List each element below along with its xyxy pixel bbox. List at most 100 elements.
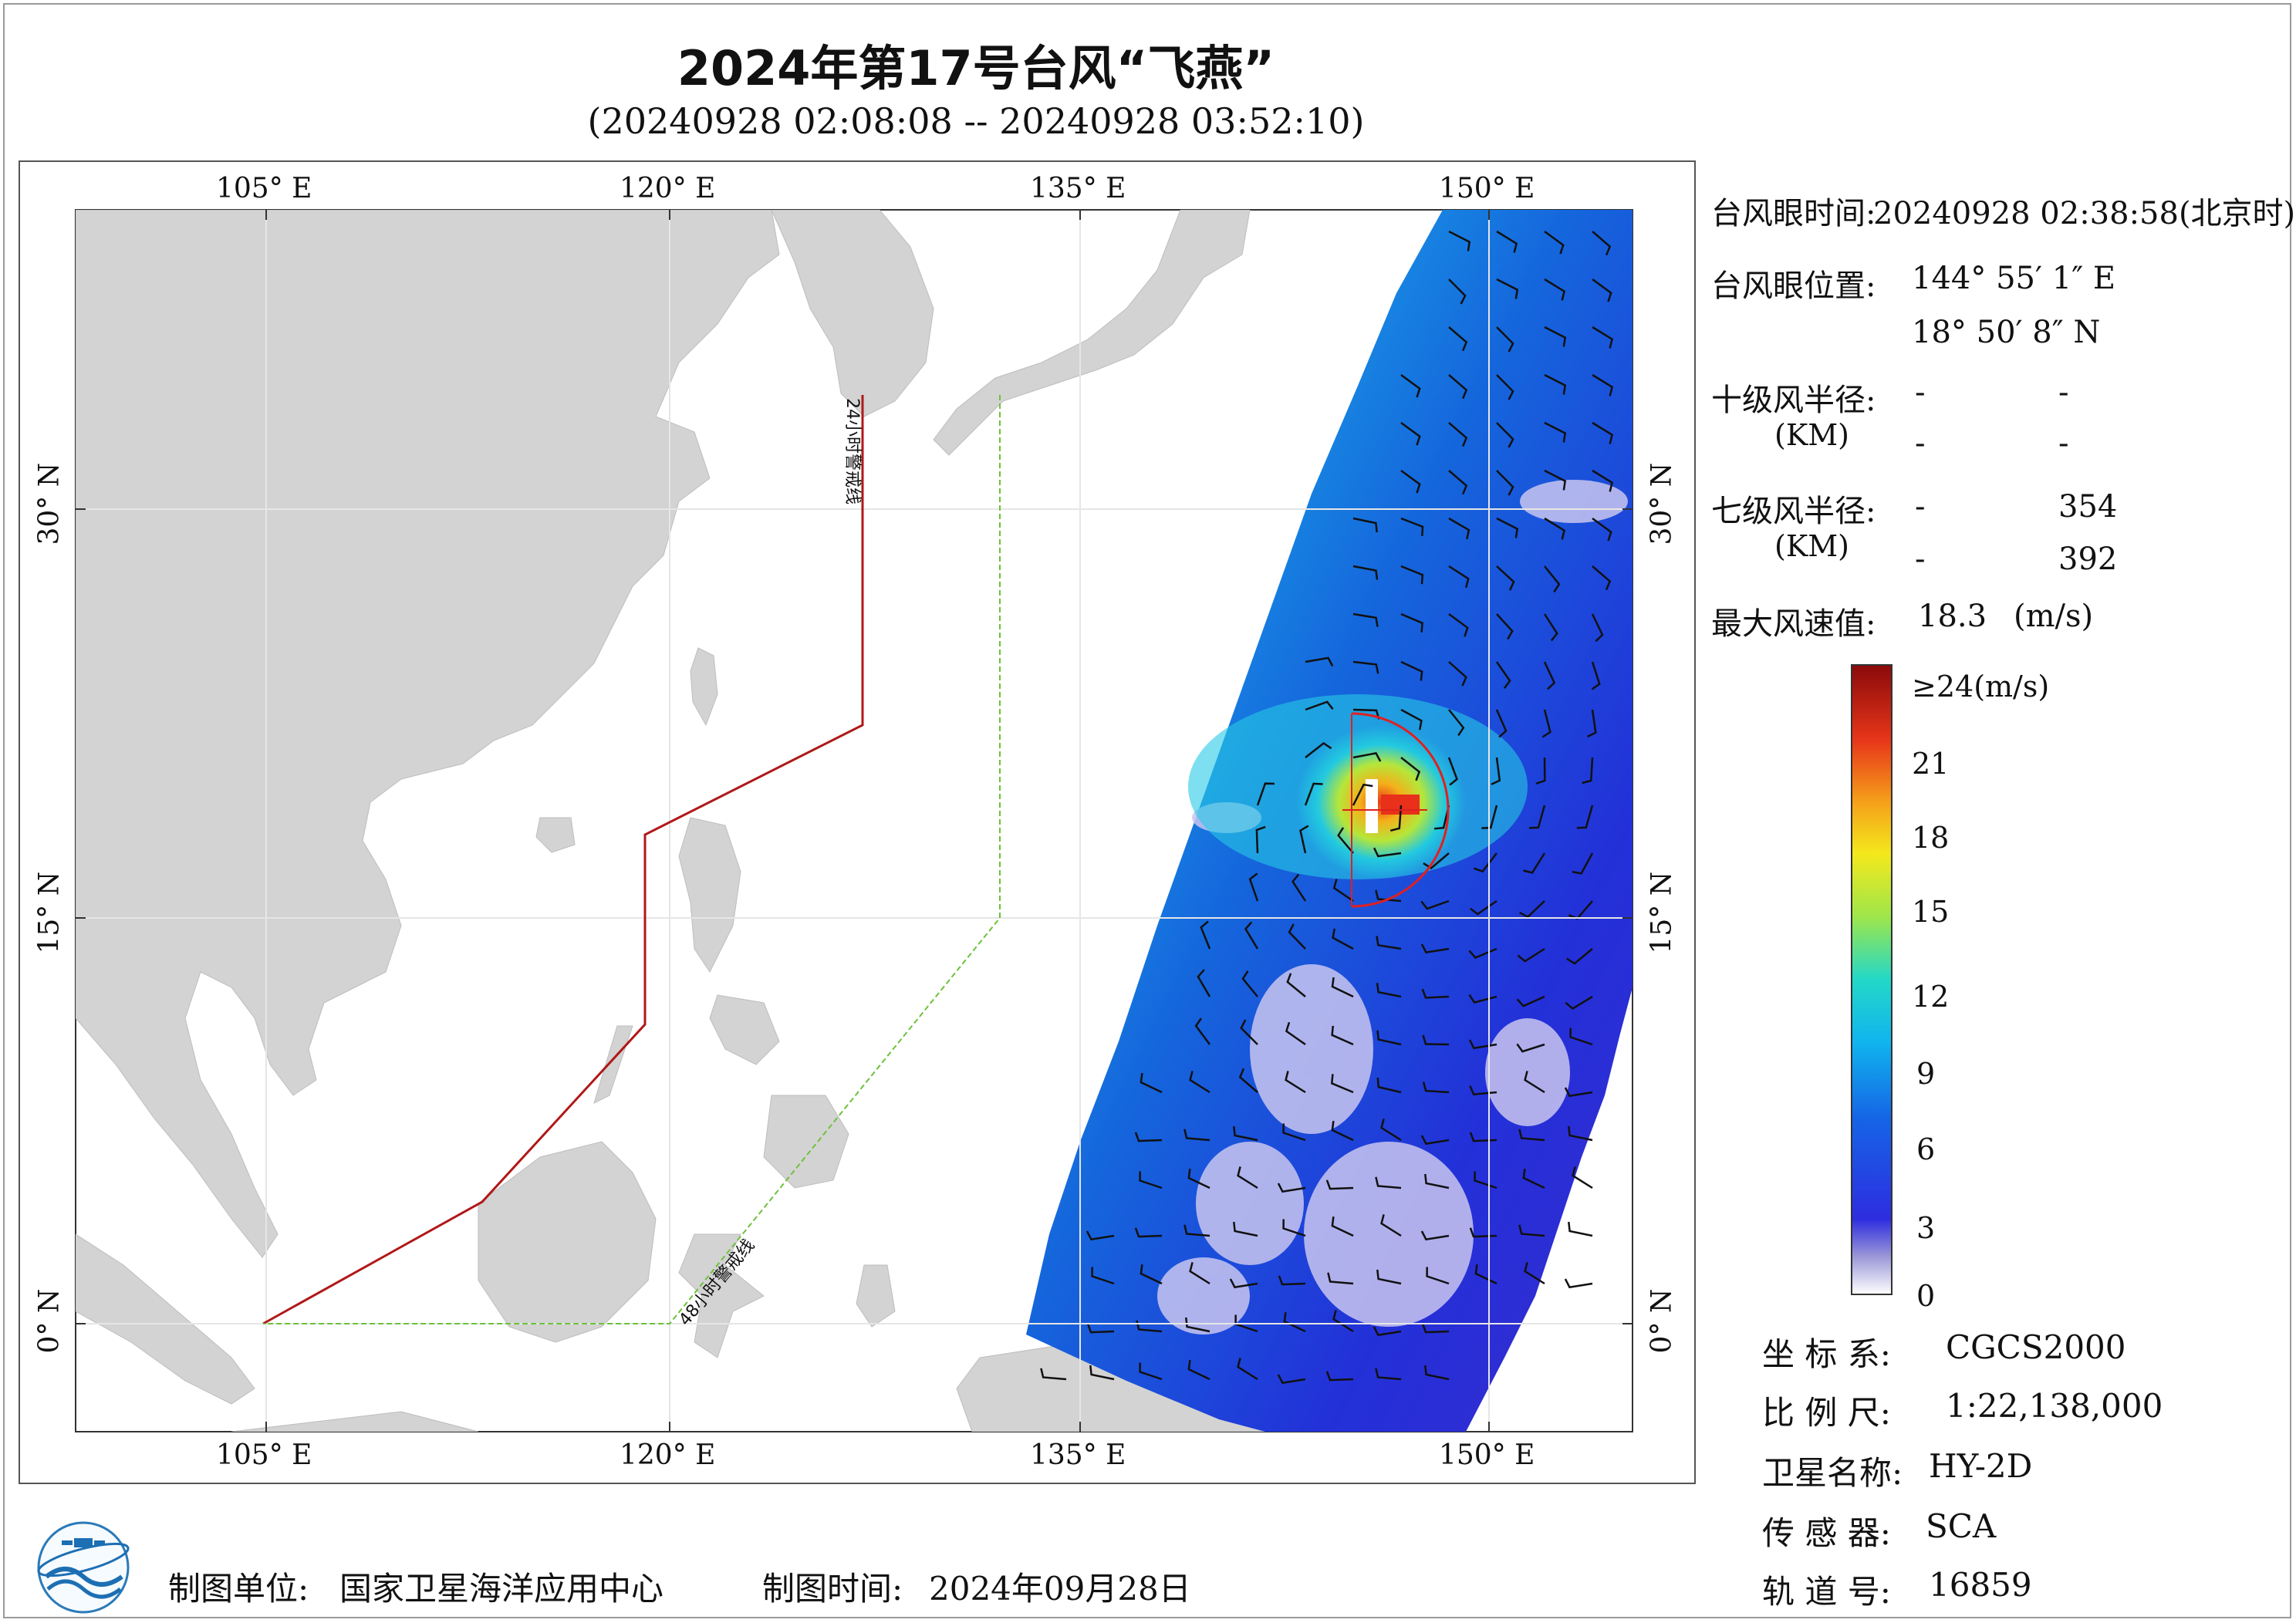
wind-barb — [1283, 1312, 1306, 1333]
r7-value-4: 392 — [2058, 542, 2118, 577]
wind-barb — [1352, 517, 1378, 533]
wind-barb — [1591, 661, 1601, 690]
lat-tick-right-0: 0° N — [1646, 1288, 1678, 1354]
colorbar-label-24: ≥24(m/s) — [1912, 670, 2050, 704]
wind-barb — [1400, 517, 1424, 536]
wind-barb — [1448, 422, 1468, 447]
wind-barb — [1564, 1087, 1593, 1098]
wind-barb — [1544, 373, 1567, 395]
orbit-label: 轨 道 号: — [1762, 1573, 1891, 1611]
wind-barb — [1519, 900, 1545, 919]
wind-barb — [1325, 1179, 1354, 1190]
land-java — [231, 1411, 479, 1432]
wind-barb — [1496, 470, 1514, 496]
wind-barb — [1591, 613, 1604, 643]
page-border — [3, 3, 2291, 1618]
colorbar-label-0: 0 — [1916, 1279, 1936, 1313]
wind-barb — [1337, 827, 1354, 854]
wind-barb — [1140, 1264, 1163, 1285]
wind-barb — [1544, 517, 1566, 540]
wind-barb — [1332, 879, 1354, 903]
r7-value-1: - — [1915, 489, 1926, 525]
wind-barb — [1332, 928, 1354, 950]
lat-tick-right-15: 15° N — [1646, 871, 1678, 954]
wind-barb — [1375, 1176, 1402, 1189]
lon-tick-top-120: 120° E — [620, 173, 716, 204]
wind-barb — [1491, 757, 1501, 786]
graticule — [76, 210, 1633, 1432]
eye-position-label: 台风眼位置: — [1711, 268, 1876, 304]
wind-barb — [1448, 374, 1468, 400]
wind-barb — [1544, 230, 1565, 255]
wind-barb — [1518, 1224, 1545, 1237]
wind-barb — [1544, 421, 1567, 443]
wind-barb — [1352, 660, 1379, 674]
wind-barb — [1376, 983, 1402, 998]
wind-barb — [1400, 660, 1423, 681]
wind-barb — [1448, 517, 1470, 540]
wind-barb — [1524, 1262, 1545, 1285]
r7-semicircle — [1351, 712, 1450, 908]
lat-tick-right-30: 30° N — [1646, 462, 1678, 545]
wind-barb — [1564, 1278, 1593, 1289]
wind-barb — [1569, 1027, 1593, 1046]
wind-barb — [1496, 374, 1514, 400]
wind-barb — [1592, 326, 1614, 349]
wind-barb — [1424, 1173, 1450, 1189]
wind-barb — [1496, 613, 1514, 640]
wind-barb — [1592, 517, 1612, 542]
production-date-label: 制图时间: — [762, 1570, 903, 1608]
land-japan — [933, 210, 1251, 456]
scale-label: 比 例 尺: — [1762, 1394, 1891, 1432]
land-visayas — [709, 994, 780, 1065]
wind-barb — [1376, 1269, 1402, 1285]
wind-barb — [1086, 1323, 1115, 1334]
eye-longitude: 144° 55′ 1″ E — [1912, 261, 2116, 296]
wind-barb — [1424, 1365, 1450, 1381]
wind-barb — [1582, 757, 1594, 785]
max-wind-label: 最大风速值: — [1711, 606, 1876, 642]
map-subtitle: (20240928 02:08:08 -- 20240928 03:52:10) — [587, 100, 1365, 142]
land-taiwan — [690, 647, 718, 727]
wind-barb — [1089, 1365, 1115, 1381]
wind-barb — [1400, 421, 1421, 446]
crs-label: 坐 标 系: — [1762, 1335, 1891, 1373]
r7-label: 七级风半径: — [1711, 494, 1876, 529]
lon-tick-bottom-120: 120° E — [620, 1439, 716, 1471]
wind-barb — [1187, 1360, 1210, 1381]
wind-barb — [1194, 1017, 1211, 1045]
wind-barb — [1400, 469, 1421, 494]
wind-barb — [1352, 612, 1379, 627]
wind-barb — [1189, 1262, 1210, 1285]
r10-label: 十级风半径: — [1711, 383, 1876, 418]
land-luzon — [678, 817, 741, 973]
map-frame — [19, 160, 1696, 1484]
wind-barb — [1568, 1125, 1593, 1142]
colorbar-label-9: 9 — [1916, 1057, 1936, 1091]
map-title: 2024年第17号台风“飞燕” — [677, 40, 1275, 96]
tick-marks — [76, 210, 1633, 1432]
wind-barb — [1389, 805, 1403, 832]
wind-barb — [1255, 825, 1266, 854]
colorbar-label-18: 18 — [1912, 821, 1950, 855]
wind-barb — [1481, 805, 1498, 829]
wind-barb — [1592, 469, 1614, 492]
wind-barb — [1304, 782, 1323, 806]
wind-barb — [1380, 1214, 1402, 1237]
lon-tick-bottom-135: 135° E — [1030, 1439, 1126, 1471]
wind-barb — [1376, 1078, 1402, 1094]
wind-barb — [1277, 1374, 1306, 1385]
wind-barb — [1040, 1368, 1067, 1381]
wind-barb — [1330, 1074, 1354, 1094]
lon-tick-top-135: 135° E — [1030, 173, 1126, 204]
producer-label: 制图单位: — [168, 1570, 309, 1608]
wind-barb — [1241, 970, 1258, 997]
lon-tick-top-105: 105° E — [216, 173, 312, 204]
wind-barb — [1237, 1166, 1258, 1189]
wind-barb — [1352, 752, 1382, 762]
satellite-label: 卫星名称: — [1762, 1454, 1903, 1492]
wind-barb — [1473, 852, 1497, 873]
r7-unit: (KM) — [1774, 529, 1849, 563]
wind-barb — [1426, 1267, 1450, 1285]
